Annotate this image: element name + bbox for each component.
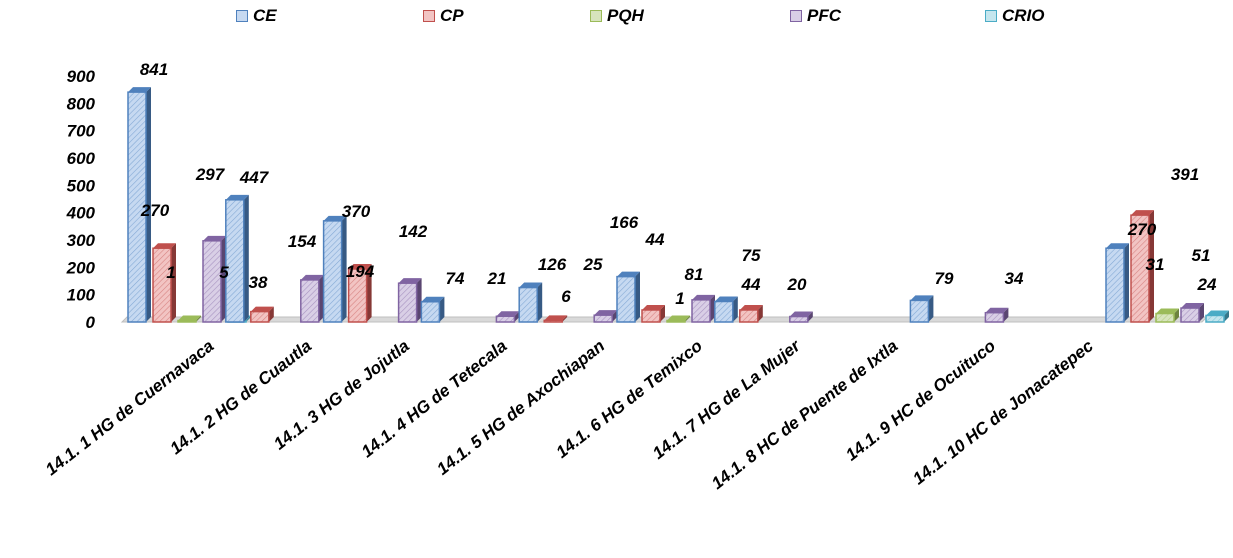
data-label: 194 (346, 262, 375, 281)
data-label: 6 (561, 287, 571, 306)
data-label: 841 (140, 60, 168, 79)
bar-pqh (177, 315, 201, 323)
data-label: 270 (1127, 220, 1157, 239)
legend-swatch (790, 10, 802, 22)
data-label: 24 (1197, 275, 1217, 294)
data-label: 447 (239, 168, 270, 187)
bar-pfc (789, 311, 813, 323)
data-label: 81 (685, 265, 704, 284)
data-label: 142 (399, 222, 428, 241)
bar-ce (616, 271, 640, 323)
bar-cp (1130, 210, 1154, 323)
y-tick-label: 300 (67, 231, 96, 250)
data-label: 391 (1171, 165, 1199, 184)
data-label: 34 (1005, 269, 1024, 288)
bar-pfc (202, 235, 226, 323)
bar-ce (225, 194, 249, 323)
bar-pfc (397, 278, 422, 323)
legend-label: CP (440, 6, 464, 25)
x-tick-label: 14.1. 10 HC de Jonacatepec (909, 336, 1097, 489)
data-label: 5 (219, 263, 229, 282)
x-tick-label: 14.1. 1 HG de Cuernavaca (42, 336, 218, 479)
data-label: 51 (1192, 246, 1211, 265)
bar-cp (641, 304, 665, 323)
bar-ce (420, 296, 445, 323)
bar-pqh (1155, 308, 1179, 323)
legend-swatch (236, 10, 248, 22)
data-label: 370 (342, 202, 371, 221)
y-tick-label: 0 (86, 313, 96, 332)
data-label: 1 (675, 289, 684, 308)
bar-crio (1205, 310, 1229, 323)
bar-ce (1105, 243, 1129, 323)
data-label: 44 (645, 230, 665, 249)
data-label: 75 (742, 246, 761, 265)
y-tick-label: 400 (66, 204, 96, 223)
bar-ce (714, 296, 738, 323)
bar-pfc (300, 274, 324, 323)
bar-cp (739, 304, 763, 323)
bar-cp (543, 315, 568, 323)
bar-ce (127, 87, 151, 323)
data-label: 74 (446, 269, 465, 288)
y-tick-label: 900 (67, 67, 96, 86)
bar-cp (152, 243, 176, 323)
chart-floor (120, 316, 1209, 323)
legend-item-cp: CP (423, 6, 464, 26)
legend-label: CE (253, 6, 277, 25)
legend-label: CRIO (1002, 6, 1045, 25)
data-label: 126 (538, 255, 567, 274)
legend-label: PQH (607, 6, 644, 25)
data-label: 21 (487, 269, 507, 288)
bar-ce (909, 295, 934, 323)
bar-pfc (691, 294, 715, 323)
y-tick-label: 600 (67, 149, 96, 168)
legend-swatch (423, 10, 435, 22)
data-label: 79 (935, 269, 954, 288)
x-tick-label: 14.1. 5 HG de Axochiapan (433, 336, 608, 479)
bar-pfc (984, 307, 1009, 323)
legend-item-pqh: PQH (590, 6, 644, 26)
data-label: 297 (195, 165, 226, 184)
y-tick-label: 200 (66, 258, 96, 277)
bar-pqh (666, 315, 690, 323)
bar-pfc (495, 311, 520, 323)
bar-cp (250, 306, 274, 323)
data-label: 154 (288, 232, 317, 251)
data-label: 20 (787, 275, 807, 294)
y-tick-label: 500 (67, 176, 96, 195)
legend-item-pfc: PFC (790, 6, 841, 26)
y-tick-label: 100 (67, 286, 96, 305)
data-label: 270 (140, 201, 170, 220)
data-label: 1 (166, 263, 175, 282)
data-label: 38 (249, 273, 268, 292)
data-label: 44 (741, 275, 761, 294)
legend: CE CP PQH PFC CRIO (0, 6, 1233, 32)
x-tick-label: 14.1. 8 HC de Puente de Ixtla (708, 336, 901, 493)
data-label: 166 (610, 213, 639, 232)
legend-swatch (590, 10, 602, 22)
bar-pfc (593, 310, 618, 323)
data-label: 31 (1146, 255, 1165, 274)
legend-item-ce: CE (236, 6, 277, 26)
bar-ce (322, 215, 347, 323)
legend-swatch (985, 10, 997, 22)
bar-cp (347, 263, 372, 323)
y-tick-label: 700 (67, 122, 96, 141)
legend-label: PFC (807, 6, 841, 25)
bar-ce (518, 282, 543, 323)
bar-pfc (1180, 303, 1204, 323)
data-label: 25 (583, 255, 603, 274)
legend-item-crio: CRIO (985, 6, 1045, 26)
y-tick-label: 800 (67, 94, 96, 113)
